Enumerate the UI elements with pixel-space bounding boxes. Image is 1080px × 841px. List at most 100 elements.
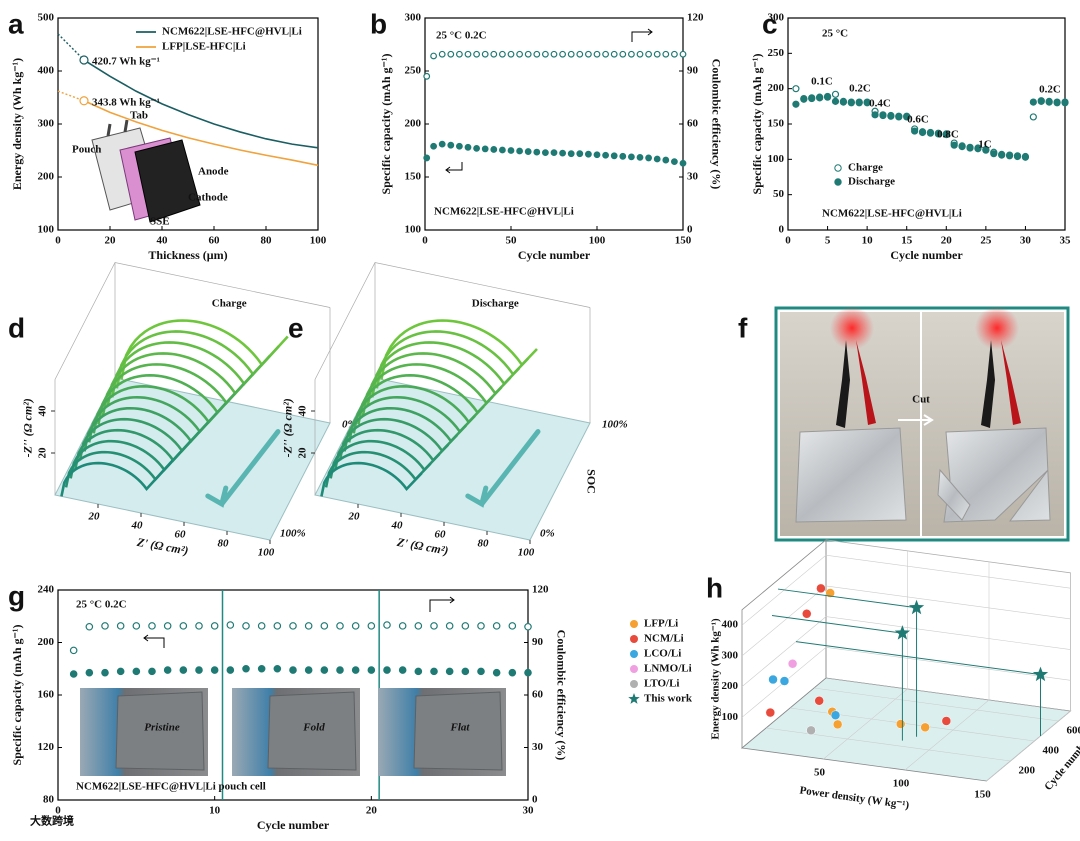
open-marker [516,50,523,58]
star-marker [894,625,911,640]
annotation: NCM622|LSE-HFC@HVL|Li [822,208,962,220]
sphere-marker [779,676,790,686]
x-tick-label: 10 [209,805,221,817]
x-tick-label: 20 [366,805,378,817]
open-marker [148,622,156,630]
x-tick-label: 20 [88,511,101,523]
open-marker [163,622,172,630]
grid-line [813,687,1059,722]
x-tick-label: 0 [55,805,61,817]
axis-arrow [429,596,455,612]
filled-marker [464,143,472,151]
sphere-marker [806,725,816,736]
x-tick-label: 100 [518,547,535,559]
x-axis-label: Cycle number [518,248,591,262]
sphere-marker [832,719,843,730]
open-marker [398,622,407,630]
filled-marker [383,666,391,674]
clip-black [981,340,995,428]
photo-panel [774,306,1070,542]
sphere-marker [825,588,835,598]
y-tick-label: 200 [38,171,55,183]
x-tick-label: 100 [310,235,327,247]
x-axis-label: Cycle number [257,818,330,832]
legend-marker [630,635,638,643]
filled-marker [414,667,423,676]
filled-marker [499,146,506,154]
annotation: 420.7 Wh kg⁻¹ [92,56,160,68]
filled-marker [576,150,584,158]
panel-label: h [706,572,723,603]
filled-marker [1045,98,1053,106]
open-marker [481,50,489,58]
y-tick-label: 500 [38,12,55,24]
panel-label: g [8,580,25,611]
filled-marker [792,100,800,108]
rate-label: 0.4C [869,98,891,110]
rate-label: 0.2C [849,83,871,95]
y-tick-label: 400 [722,619,739,631]
inset-label: Cathode [188,192,228,204]
legend-marker [834,178,842,186]
sphere-marker [787,658,798,669]
x-tick-label: 0 [785,235,791,247]
rate-label: 0.8C [937,129,959,141]
filled-marker [492,668,501,677]
x-tick-label: 80 [478,538,490,550]
filled-marker [918,128,927,137]
x-tick-label: 40 [131,520,144,532]
open-marker [550,50,558,58]
y-tick-label: 150 [405,171,422,183]
legend-marker [630,620,638,628]
drop-line [771,615,903,634]
filled-marker [567,150,575,158]
filled-marker [966,144,974,152]
annotation: 25 °C 0.2C [76,599,127,611]
filled-marker [847,99,855,107]
filled-marker [816,94,824,102]
y-tick-label: 100 [38,224,55,236]
filled-marker [1005,152,1014,160]
star-marker [908,599,925,615]
impedance-curve [120,319,289,380]
y-tick-label: 300 [38,118,55,130]
impedance-curve [60,459,174,497]
filled-marker [367,666,376,674]
x-tick-label: 5 [825,235,831,247]
impedance-curve [106,352,263,407]
open-marker [447,50,455,58]
y-tick-label: 300 [768,12,785,24]
y-tick-label: 150 [768,118,785,130]
open-marker [414,622,423,630]
impedance-curve [101,363,254,416]
impedance-curve [115,330,280,389]
filled-marker [926,129,935,137]
open-marker [653,50,661,58]
annotation: NCM622|LSE-HFC@HVL|Li [434,206,574,218]
filled-marker [438,140,446,148]
filled-marker [628,153,635,161]
axis-arrow [631,28,653,42]
data-line [83,100,319,167]
filled-marker [671,158,678,166]
open-marker [477,622,485,630]
soc-arrow [205,429,281,508]
impedance-curve [366,352,512,407]
open-marker [559,50,566,58]
open-marker [610,50,618,58]
open-marker [542,50,549,58]
filled-marker [304,666,313,674]
highlight-marker [79,55,89,65]
open-marker [492,622,501,630]
led-glow [830,306,874,350]
open-marker [383,621,391,629]
x-tick-label: 25 [980,235,992,247]
open-marker [351,622,360,630]
open-marker [679,50,687,58]
filled-marker [69,670,78,678]
filled-marker [550,149,558,157]
open-marker [85,622,94,631]
impedance-curve [347,395,476,443]
impedance-curve [92,385,236,434]
impedance-curve [110,341,271,398]
